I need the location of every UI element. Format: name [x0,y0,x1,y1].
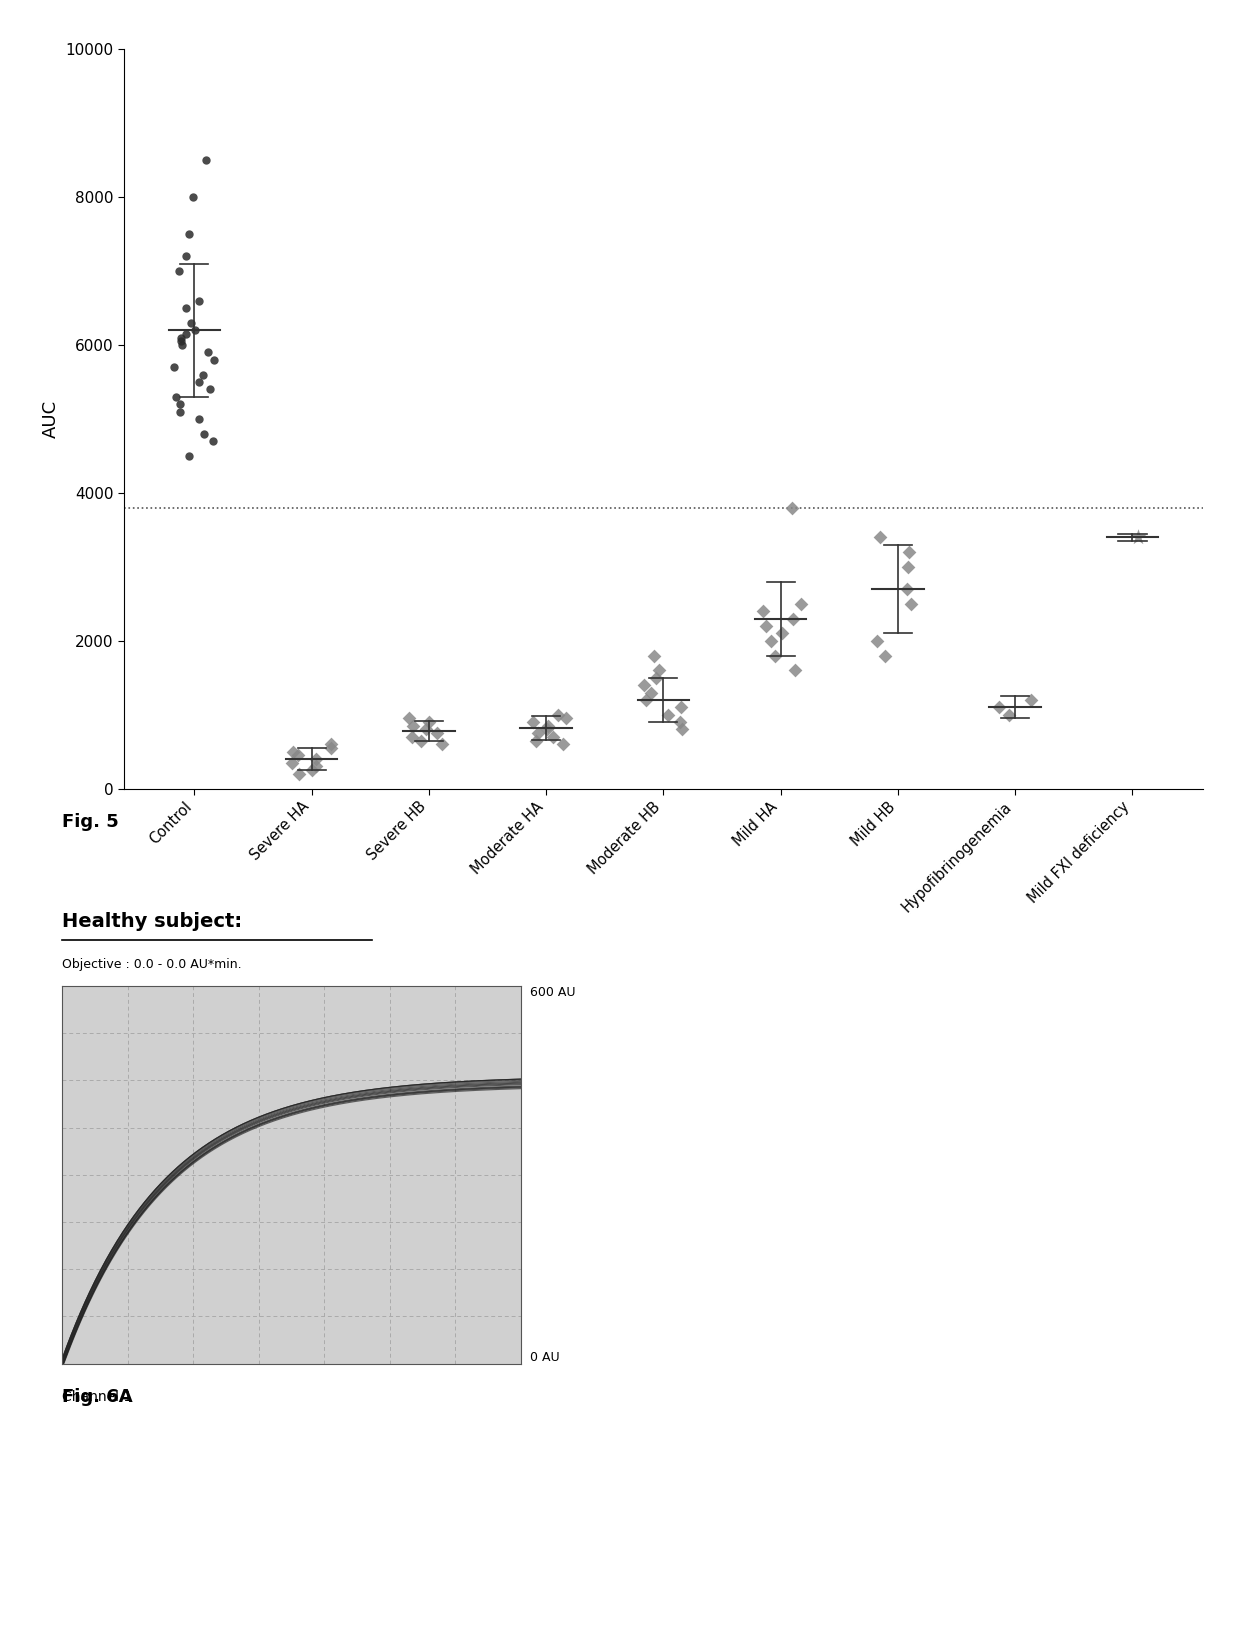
Point [195,421,215,447]
Point [761,628,781,654]
Point [176,296,196,322]
Point [990,693,1009,720]
Point [181,309,201,337]
Point [773,619,792,646]
Point [784,606,804,633]
Point [417,716,436,743]
Point [523,710,543,736]
Point [164,353,184,380]
Point [898,554,918,580]
Point [289,761,309,787]
Text: Channel 1: Channel 1 [62,1390,133,1405]
Point [1127,524,1147,550]
Point [999,702,1019,728]
Point [1021,687,1040,713]
Point [419,710,439,736]
Point [403,713,423,739]
Text: 0 AU: 0 AU [529,1351,559,1364]
Point [528,720,548,746]
Point [537,716,557,743]
Point [646,664,666,690]
Y-axis label: AUC: AUC [42,399,60,439]
Point [765,642,785,669]
Text: Healthy subject:: Healthy subject: [62,912,242,932]
Point [644,642,663,669]
Point [303,757,322,784]
Point [670,710,689,736]
Point [170,391,190,417]
Point [657,702,677,728]
Point [548,702,568,728]
Point [288,743,308,769]
Point [166,383,186,409]
Point [171,325,191,352]
Point [190,288,210,314]
Point [553,731,573,757]
Point [635,672,655,698]
Point [526,728,546,754]
Point [636,687,656,713]
Point [182,184,202,210]
Point [427,720,446,746]
Point [785,657,805,683]
Point [188,368,208,394]
Point [205,347,224,373]
Text: Fig. 6A: Fig. 6A [62,1388,133,1406]
Point [399,705,419,731]
Point [641,680,661,706]
Point [179,442,198,470]
Text: 600 AU: 600 AU [529,986,575,999]
Point [176,320,196,347]
Point [432,731,451,757]
Point [170,398,190,424]
Point [306,746,326,772]
Point [402,723,422,749]
Point [875,642,895,669]
Point [179,222,198,248]
Point [283,749,303,775]
Point [176,243,196,269]
Point [203,429,223,455]
Point [556,705,575,731]
Point [200,376,219,403]
Point [782,495,802,521]
Point [321,731,341,757]
Point [649,657,668,683]
Point [753,598,773,624]
Point [186,317,206,343]
Point [867,628,887,654]
Point [870,524,890,550]
Point [410,728,430,754]
Point [283,739,303,766]
Point [791,590,811,616]
Point [193,361,213,388]
Point [897,575,916,601]
Point [198,338,218,365]
Point [188,406,208,432]
Point [901,590,921,616]
Text: Fig. 5: Fig. 5 [62,813,119,831]
Point [171,329,191,355]
Point [755,613,775,639]
Point [538,713,558,739]
Point [196,148,216,174]
Point [899,539,919,565]
Point [305,752,325,779]
Point [671,693,691,720]
Point [321,734,341,761]
Point [543,723,563,749]
Text: Objective : 0.0 - 0.0 AU*min.: Objective : 0.0 - 0.0 AU*min. [62,958,242,971]
Point [672,716,692,743]
Point [169,258,188,284]
Point [172,332,192,358]
